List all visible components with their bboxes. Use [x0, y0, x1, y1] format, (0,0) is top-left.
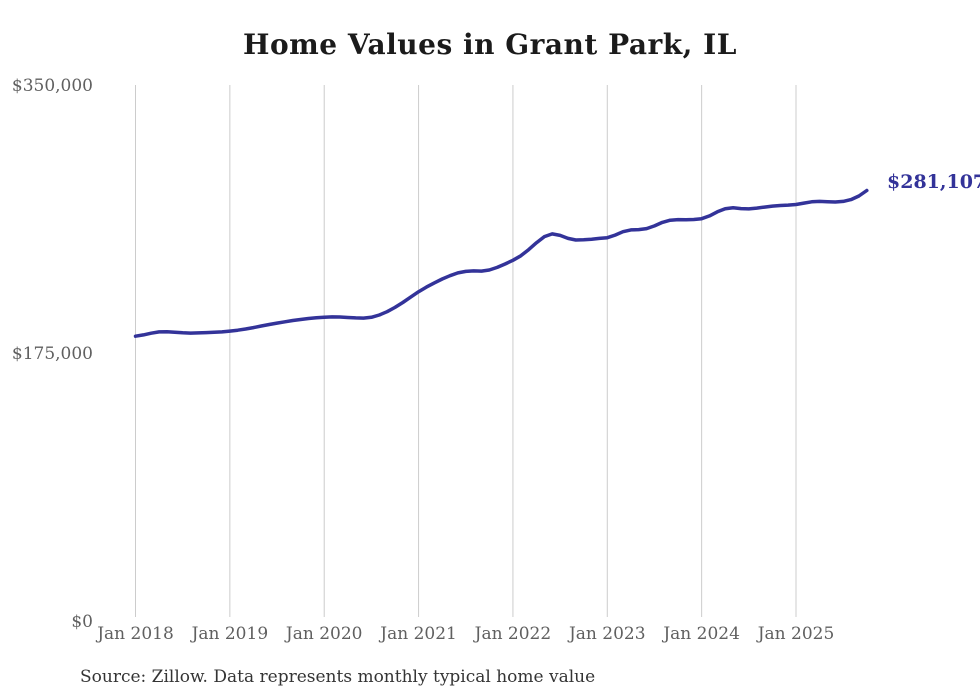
y-tick-label: $175,000	[12, 344, 93, 364]
x-tick-label: Jan 2019	[190, 624, 269, 644]
x-tick-label: Jan 2020	[284, 624, 363, 644]
chart-title: Home Values in Grant Park, IL	[243, 28, 737, 61]
home-value-line	[133, 188, 869, 338]
x-tick-label: Jan 2022	[473, 624, 552, 644]
x-tick-label: Jan 2018	[95, 624, 174, 644]
latest-value-label: $281,107	[887, 171, 980, 193]
y-tick-label: $0	[71, 612, 93, 632]
y-tick-label: $350,000	[12, 76, 93, 96]
x-tick-label: Jan 2021	[378, 624, 457, 644]
x-tick-label: Jan 2025	[756, 624, 835, 644]
x-tick-label: Jan 2023	[567, 624, 646, 644]
source-attribution: Source: Zillow. Data represents monthly …	[80, 667, 596, 687]
x-tick-label: Jan 2024	[661, 624, 740, 644]
